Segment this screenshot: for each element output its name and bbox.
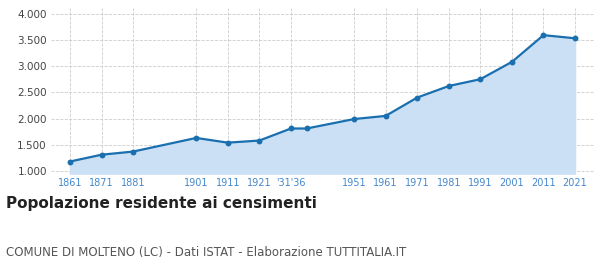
Point (223, 140, 233, 145)
Point (65, 159, 75, 164)
Point (302, 126, 311, 131)
Point (254, 138, 264, 143)
Point (412, 95, 422, 100)
Text: Popolazione residente ai censimenti: Popolazione residente ai censimenti (6, 196, 317, 211)
Point (286, 126, 296, 131)
Text: COMUNE DI MOLTENO (LC) - Dati ISTAT - Elaborazione TUTTITALIA.IT: COMUNE DI MOLTENO (LC) - Dati ISTAT - El… (6, 246, 406, 259)
Point (476, 77, 485, 81)
Point (97, 153, 106, 157)
Point (128, 149, 138, 154)
Point (381, 114, 391, 118)
Point (507, 60, 517, 64)
Point (191, 136, 201, 140)
Point (570, 36, 580, 41)
Point (349, 117, 359, 121)
Point (539, 33, 548, 38)
Point (444, 84, 454, 88)
